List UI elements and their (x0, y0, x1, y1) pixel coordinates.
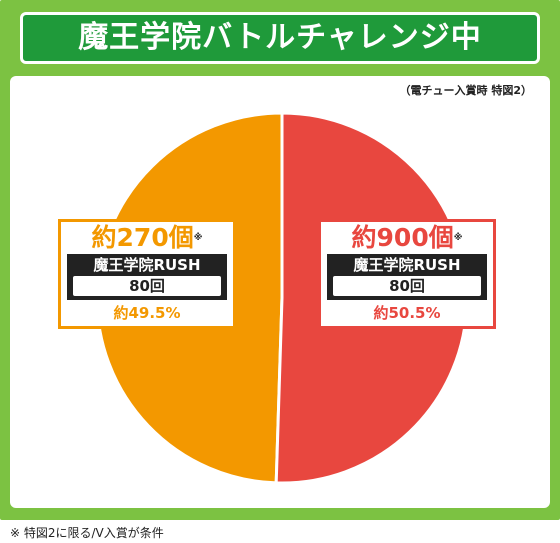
slice-label-box-right: 約900個※ 魔王学院RUSH 80回 約50.5% (318, 219, 496, 329)
chart-title: 魔王学院バトルチャレンジ中 (20, 12, 540, 64)
rush-badge-right: 魔王学院RUSH 80回 (327, 254, 487, 300)
payout-label-right: 約900個※ (351, 223, 463, 252)
footnote: ※ 特図2に限る/V入賞が条件 (10, 526, 164, 540)
rush-count-right: 80回 (333, 276, 481, 296)
slice-label-box-left: 約270個※ 魔王学院RUSH 80回 約49.5% (58, 219, 236, 329)
condition-note: （電チュー入賞時 特図2） (399, 84, 532, 97)
chart-frame: 魔王学院バトルチャレンジ中 （電チュー入賞時 特図2） 約270個※ 魔王学院R… (0, 0, 560, 520)
percent-label-left: 約49.5% (113, 304, 181, 322)
rush-count-left: 80回 (73, 276, 221, 296)
chart-panel: （電チュー入賞時 特図2） 約270個※ 魔王学院RUSH 80回 約49.5%… (10, 76, 550, 508)
payout-label-left: 約270個※ (91, 223, 203, 252)
percent-label-right: 約50.5% (373, 304, 441, 322)
rush-name-left: 魔王学院RUSH (93, 256, 201, 274)
rush-badge-left: 魔王学院RUSH 80回 (67, 254, 227, 300)
rush-name-right: 魔王学院RUSH (353, 256, 461, 274)
